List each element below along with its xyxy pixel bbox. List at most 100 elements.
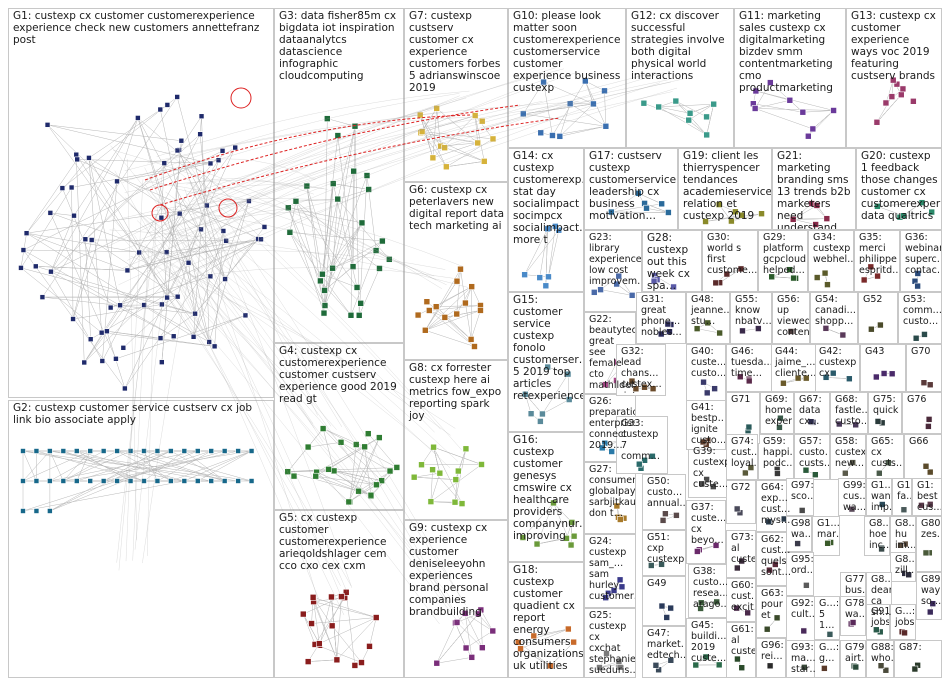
group-box-g102[interactable]: G…: 5 1… [814, 596, 840, 640]
group-box-g10[interactable]: G10: please look matter soon customerexp… [508, 8, 626, 148]
group-box-g54[interactable]: G54: canadi… shopp… [810, 292, 858, 344]
group-box-g35[interactable]: G35: merci philippe espritd… [854, 230, 900, 292]
group-box-g45[interactable]: G45: buildi… 2019 custe… [686, 618, 728, 678]
group-box-g56[interactable]: G56: up viewed conten… [772, 292, 810, 344]
group-box-g34[interactable]: G34: custexp webhel… [808, 230, 854, 292]
group-box-g103[interactable]: G…: g… [814, 640, 840, 678]
group-box-g13[interactable]: G13: custexp cx customer experience ways… [846, 8, 942, 148]
group-box-g44[interactable]: G44: jaime_… cliente… [770, 344, 816, 392]
group-box-g81[interactable]: G8…: hoe inc… [864, 516, 890, 556]
group-box-g40[interactable]: G40: custe… custo… [686, 344, 726, 408]
group-box-g42[interactable]: G42: custexp cx [814, 344, 860, 392]
group-box-g67[interactable]: G67: data cx… [794, 392, 830, 434]
group-box-g32[interactable]: G32: lead chans… custex… [616, 344, 666, 396]
group-box-g80[interactable]: G80: zes… [916, 516, 942, 572]
group-box-g93[interactable]: G93: ma… star… [786, 640, 816, 678]
group-box-g41[interactable]: G41: bestp… ignite custo… [686, 400, 726, 450]
group-box-g27[interactable]: G27: consumer… globalpayi… sarbjitkau… d… [584, 462, 636, 534]
group-box-g5[interactable]: G5: cx custexp customer customerexperien… [274, 510, 404, 678]
group-box-g47[interactable]: G47: market… edtech… [642, 626, 686, 678]
group-box-g62[interactable]: G62: cust… quels sont… [756, 532, 792, 586]
group-box-g95[interactable]: G95: ord… [786, 552, 814, 596]
group-box-g9[interactable]: G9: custexp cx experience customer denis… [404, 520, 508, 678]
group-box-g43[interactable]: G43 [860, 344, 906, 392]
group-box-g36[interactable]: G36: webinar superc… contac… [900, 230, 942, 292]
group-box-g3[interactable]: G3: data fisher85m cx bigdata iot inspir… [274, 8, 404, 343]
group-box-g24[interactable]: G24: custexp sam_… sam hurley customer… [584, 534, 636, 608]
group-box-g61[interactable]: G61: al custe… [726, 622, 756, 678]
group-box-g66[interactable]: G66 [904, 434, 942, 480]
group-box-g12[interactable]: G12: cx discover successful strategies i… [626, 8, 734, 148]
group-box-g96[interactable]: G96: rei… [756, 638, 786, 678]
group-box-g15[interactable]: G15: customer service custexp fonolo cus… [508, 292, 584, 432]
group-box-g76[interactable]: G76 [902, 392, 942, 434]
group-box-g60[interactable]: G60: cust… excit… [726, 578, 756, 622]
group-box-g75[interactable]: G75: quick [868, 392, 902, 434]
group-box-g30[interactable]: G30: world s first custome… [702, 230, 758, 292]
group-box-g50[interactable]: G50: custo… annual… [642, 474, 686, 530]
group-box-g1[interactable]: G1: custexp cx customer customerexperien… [8, 8, 274, 398]
group-box-g11[interactable]: G11: marketing sales custexp cx digitalm… [734, 8, 846, 148]
group-box-g46[interactable]: G46: tuesda… time… [726, 344, 772, 392]
group-box-g6[interactable]: G6: custexp cx peterlavers new digital r… [404, 182, 508, 360]
group-box-g101[interactable]: G1…: fa… [892, 478, 912, 516]
group-box-g26[interactable]: G26: preparation enterprise connect 2019… [584, 394, 636, 462]
group-box-g98[interactable]: G98: wa… [786, 516, 812, 552]
group-box-g20[interactable]: G20: custexp 1 feedback those changes cu… [856, 148, 942, 230]
group-box-g83[interactable]: G8…: zill… [890, 552, 916, 582]
group-box-g91[interactable]: G91: jobs… [866, 604, 890, 640]
group-box-g48[interactable]: G48: jeanne… stu… [686, 292, 730, 344]
group-box-g84[interactable]: G8…: dear ca sh… [866, 572, 892, 620]
group-box-g33[interactable]: G33: custexp 7 comm… [616, 416, 668, 474]
group-box-g88[interactable]: G88: who… [866, 640, 894, 678]
group-box-g49[interactable]: G49 [642, 576, 686, 626]
group-nodes [874, 199, 936, 221]
group-box-g92[interactable]: G92: cult… [786, 596, 816, 644]
group-box-g65[interactable]: G65: cx custs… [866, 434, 904, 480]
group-box-g99[interactable]: G99: cus… wa… [838, 478, 866, 516]
group-box-g39[interactable]: G39: custexp cx custe… [688, 444, 728, 498]
group-box-g28[interactable]: G28: custexp out this week cx spa… [642, 230, 702, 292]
group-box-g16[interactable]: G16: custexp customer genesys cmswire cx… [508, 432, 584, 562]
group-box-g55[interactable]: G55: know nbatv… [730, 292, 772, 344]
group-box-g25[interactable]: G25: custexp cx cxchat stephanie… suedur… [584, 608, 636, 678]
group-box-g100[interactable]: G1…: want imp… [866, 478, 892, 516]
group-box-g69[interactable]: G69: home… exper… [760, 392, 794, 434]
group-box-g18[interactable]: G18: custexp customer quadient cx report… [508, 562, 584, 678]
group-box-g86[interactable]: G1: best cus… [912, 478, 942, 516]
group-box-g19[interactable]: G19: client les thierryspencer tendances… [678, 148, 772, 230]
group-box-g73[interactable]: G73: al custe… [726, 530, 756, 578]
group-box-g72[interactable]: G72 [726, 480, 756, 524]
group-box-g57[interactable]: G57: custo… custs… [794, 434, 830, 480]
group-box-g78[interactable]: G78: wa… [840, 596, 866, 636]
group-box-g64[interactable]: G64: exp… cust… mys… [756, 480, 792, 532]
group-box-g52[interactable]: G52 [858, 292, 898, 344]
group-box-g8[interactable]: G8: cx forrester custexp here ai metrics… [404, 360, 508, 520]
group-box-g89[interactable]: G89: way so… [916, 572, 942, 620]
group-box-g58[interactable]: G58: custexp new… [830, 434, 866, 480]
group-box-g59[interactable]: G59: happi… podc… [758, 434, 794, 480]
group-box-g74[interactable]: G74: cust… loyal… [726, 434, 758, 480]
group-box-g53[interactable]: G53: comm… custo… [898, 292, 942, 344]
group-box-g97[interactable]: G97: sco… [786, 478, 814, 516]
group-box-g87[interactable]: G87: [894, 640, 942, 678]
group-box-g31[interactable]: G31: great phone… nobles… [636, 292, 686, 344]
group-box-g22[interactable]: G22: beautytec… great see female cto mat… [584, 312, 636, 394]
group-box-g37[interactable]: G37: custe… cx beyo… [686, 500, 726, 564]
group-box-g7[interactable]: G7: custexp custserv customer cx experie… [404, 8, 508, 182]
group-box-g14[interactable]: G14: cx custexp customerexp… stat day so… [508, 148, 584, 292]
group-box-g68[interactable]: G68: fastle… custo… [830, 392, 868, 434]
group-box-g17[interactable]: G17: custserv custexp customerservice le… [584, 148, 678, 230]
group-box-g23[interactable]: G23: library experience low cost improve… [584, 230, 642, 312]
group-box-g2[interactable]: G2: custexp customer service custserv cx… [8, 400, 274, 678]
group-box-g90[interactable]: G…: jobs… [890, 604, 916, 640]
group-box-g70[interactable]: G70 [906, 344, 942, 392]
group-box-g85[interactable]: G1…: mar… [812, 516, 840, 556]
group-box-g21[interactable]: G21: marketing branding sms 13 trends b2… [772, 148, 856, 230]
group-box-g29[interactable]: G29: platform gcpcloud helped… [758, 230, 808, 292]
group-box-g79[interactable]: G79: airt… [840, 640, 866, 678]
group-box-g38[interactable]: G38: custo… resea… arago… [688, 564, 728, 618]
group-box-g51[interactable]: G51: cxp custexp [642, 530, 686, 576]
group-box-g82[interactable]: G8…: hu im… [890, 516, 916, 556]
group-box-g4[interactable]: G4: custexp cx customerexperience custom… [274, 343, 404, 510]
